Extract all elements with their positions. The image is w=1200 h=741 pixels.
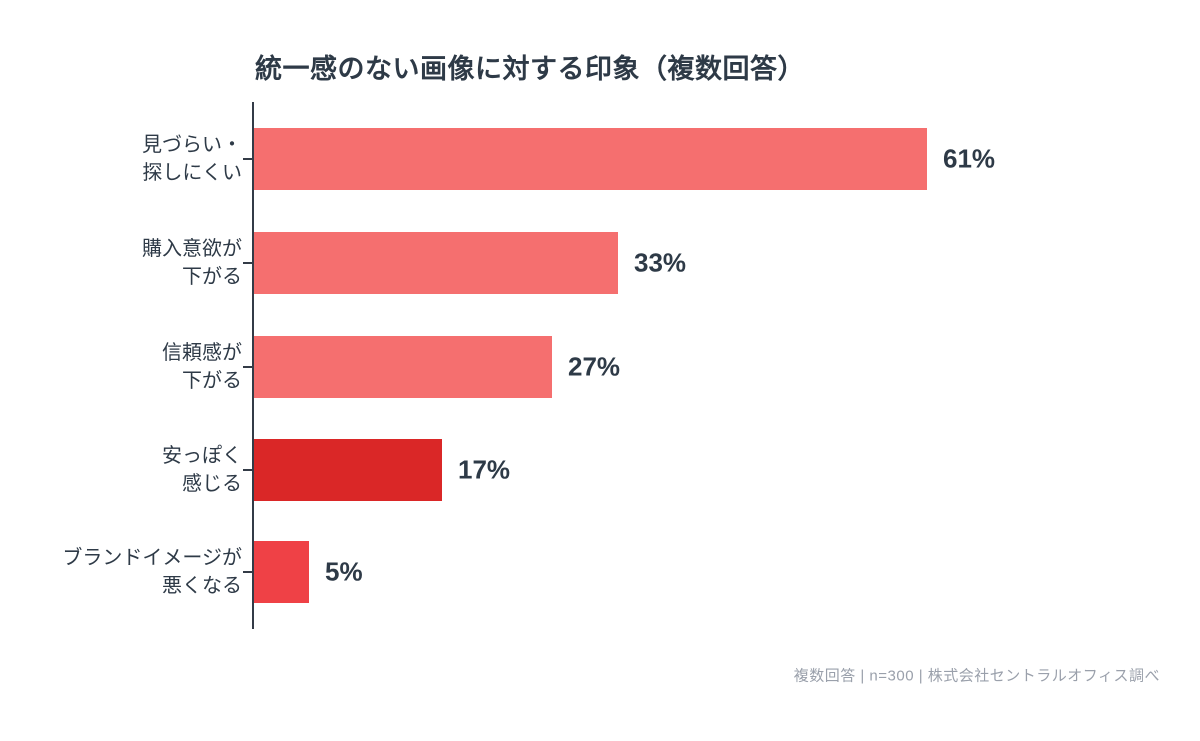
value-label: 33%	[634, 247, 687, 278]
bar	[254, 232, 618, 294]
bar	[254, 128, 927, 190]
category-label: 信頼感が 下がる	[162, 342, 242, 392]
chart-title: 統一感のない画像に対する印象（複数回答）	[255, 54, 805, 84]
axis-tick	[243, 262, 252, 264]
source-note: 複数回答 | n=300 | 株式会社セントラルオフィス調べ	[793, 667, 1160, 685]
axis-tick	[243, 571, 252, 573]
value-label: 61%	[943, 143, 996, 174]
value-label: 5%	[325, 556, 363, 587]
category-label: 安っぽく 感じる	[162, 445, 242, 495]
value-label: 17%	[458, 454, 511, 485]
axis-tick	[243, 158, 252, 160]
category-label: 見づらい・ 探しにくい	[142, 134, 242, 184]
axis-tick	[243, 469, 252, 471]
bar	[254, 336, 552, 398]
value-label: 27%	[568, 351, 621, 382]
axis-tick	[243, 366, 252, 368]
category-label: 購入意欲が 下がる	[142, 238, 242, 288]
bar	[254, 541, 309, 603]
y-axis-line	[252, 102, 254, 629]
category-label: ブランドイメージが 悪くなる	[62, 547, 242, 597]
bar	[254, 439, 442, 501]
